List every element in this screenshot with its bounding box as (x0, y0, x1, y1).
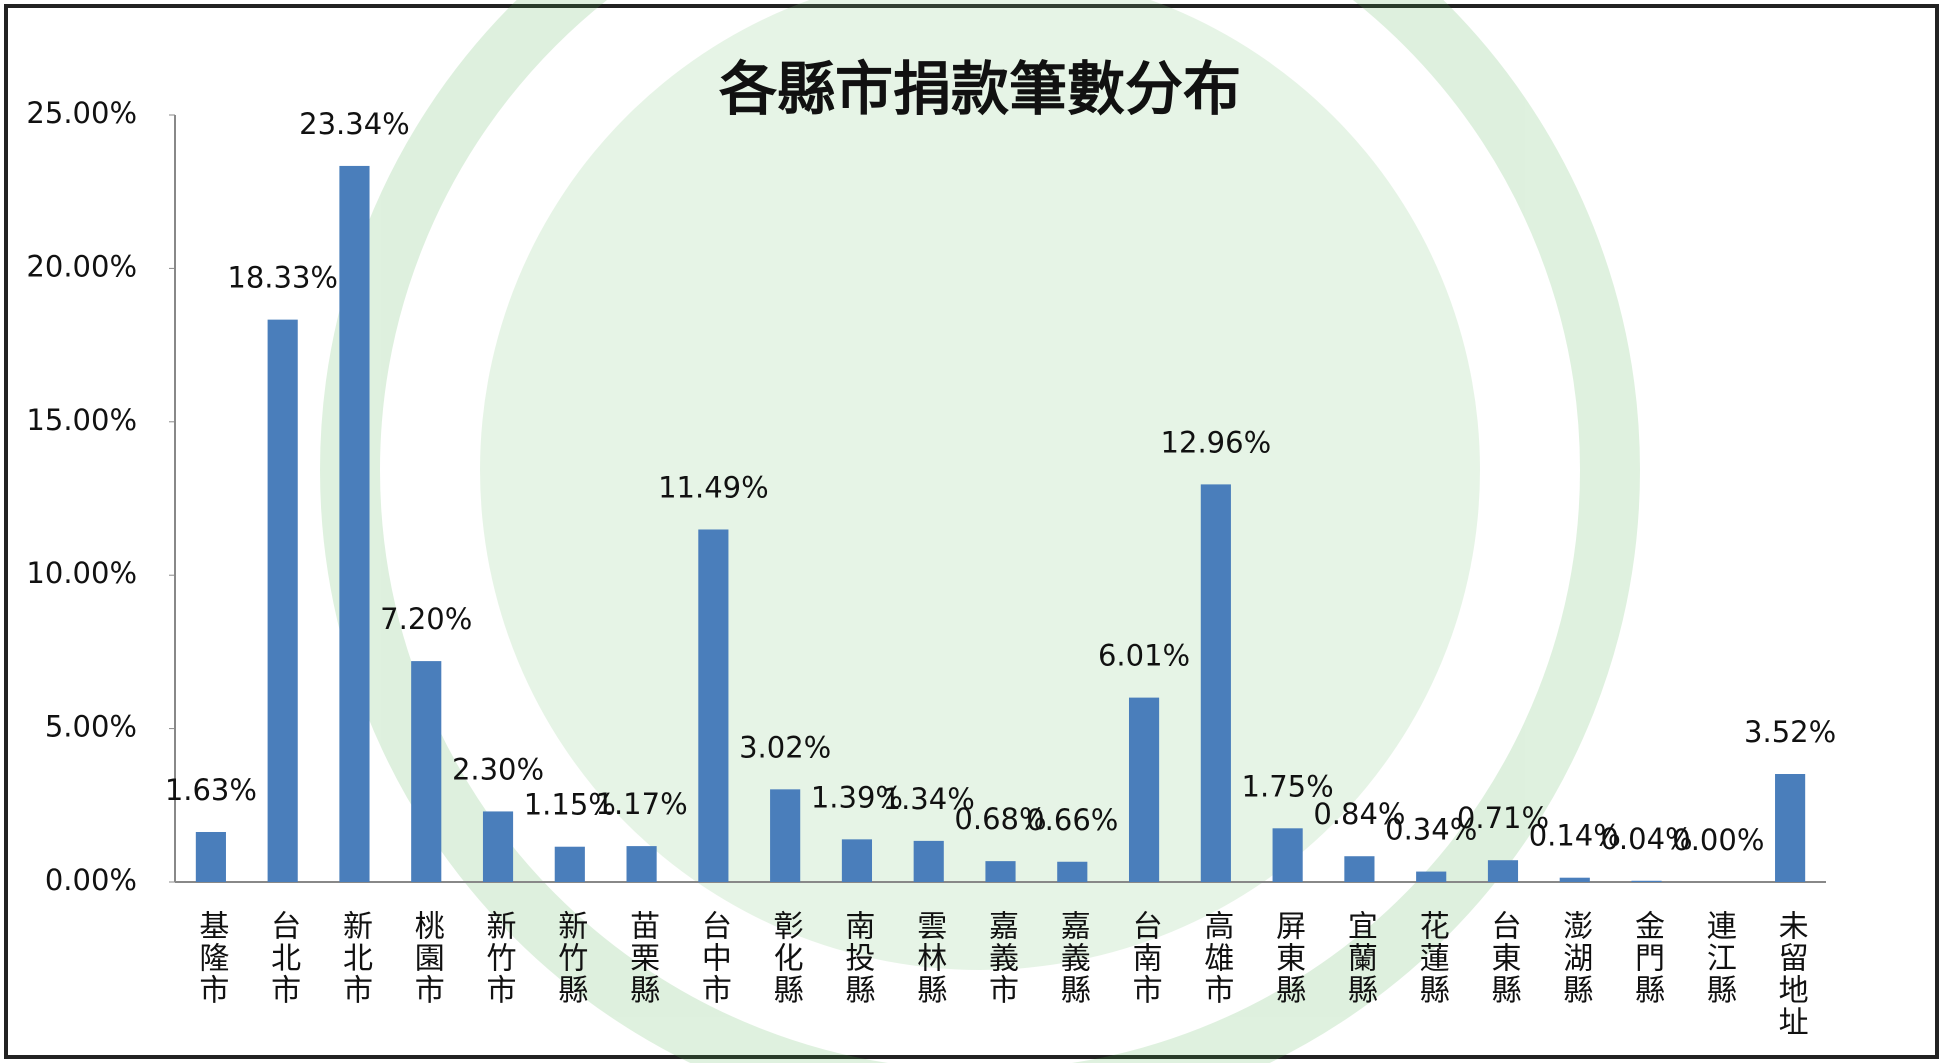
data-label: 3.02% (739, 730, 831, 764)
x-tick-label: 雲林縣 (911, 910, 947, 1006)
bar (1560, 878, 1590, 882)
x-tick-label: 嘉義市 (983, 910, 1018, 1006)
x-tick-label: 台南市 (1127, 910, 1162, 1006)
bar (1775, 774, 1805, 882)
data-label: 7.20% (380, 602, 472, 636)
data-label: 18.33% (227, 261, 338, 295)
y-tick-label: 5.00% (45, 710, 137, 744)
bar (770, 789, 800, 882)
data-label: 3.52% (1744, 715, 1836, 749)
x-tick-label: 花蓮縣 (1414, 910, 1449, 1006)
x-tick-label: 基隆市 (193, 910, 228, 1006)
bar (196, 832, 226, 882)
data-label: 23.34% (299, 107, 410, 141)
data-label: 2.30% (452, 752, 544, 786)
x-tick-label: 台北市 (265, 910, 300, 1006)
bar (339, 166, 369, 882)
bar (483, 811, 513, 882)
x-tick-label: 苗栗縣 (624, 910, 659, 1006)
bar (1344, 856, 1374, 882)
bar (1057, 862, 1087, 882)
y-tick-label: 15.00% (26, 403, 137, 437)
bar (268, 320, 298, 882)
chart: 各縣市捐款筆數分布 0.00% 5.00% 10.00% 15.00% 20.00% 25… (0, 0, 1943, 1063)
bar (1129, 698, 1159, 882)
data-label: 12.96% (1161, 425, 1272, 459)
bar (985, 861, 1015, 882)
bar (1201, 484, 1231, 882)
bar (555, 847, 585, 882)
bar (914, 841, 944, 882)
x-tick-label: 新北市 (337, 910, 372, 1006)
x-tick-label: 屏東縣 (1270, 910, 1306, 1006)
data-label: 1.17% (596, 787, 688, 821)
x-tick-label: 連江縣 (1701, 910, 1737, 1006)
data-label: 11.49% (658, 470, 769, 504)
bar (698, 529, 728, 882)
chart-title: 各縣市捐款筆數分布 (719, 55, 1241, 123)
data-label: 1.63% (165, 773, 257, 807)
bar (1273, 828, 1303, 882)
x-tick-label: 嘉義縣 (1055, 910, 1090, 1006)
x-tick-label: 未留地址 (1773, 910, 1809, 1038)
y-tick-label: 25.00% (26, 96, 137, 130)
bar (627, 846, 657, 882)
x-tick-label: 台中市 (696, 910, 731, 1006)
y-tick-label: 0.00% (45, 863, 137, 897)
x-tick-label: 高雄市 (1198, 910, 1234, 1006)
bar (1416, 872, 1446, 882)
x-tick-label: 桃園市 (409, 910, 445, 1006)
x-tick-label: 台東縣 (1485, 910, 1520, 1006)
y-tick-label: 10.00% (26, 556, 137, 590)
x-tick-label: 宜蘭縣 (1342, 910, 1377, 1006)
bar (1631, 881, 1661, 882)
x-tick-label: 南投縣 (839, 910, 874, 1006)
x-tick-label: 新竹市 (481, 910, 517, 1006)
bar (842, 839, 872, 882)
data-label: 0.00% (1672, 823, 1764, 857)
x-tick-label: 澎湖縣 (1557, 910, 1592, 1006)
x-tick-label: 新竹縣 (552, 910, 588, 1006)
bar (411, 661, 441, 882)
data-label: 6.01% (1098, 639, 1190, 673)
x-tick-label: 金門縣 (1629, 910, 1665, 1006)
x-tick-label: 彰化縣 (768, 910, 803, 1006)
y-tick-label: 20.00% (26, 249, 137, 283)
bar (1488, 860, 1518, 882)
data-label: 0.66% (1026, 803, 1118, 837)
